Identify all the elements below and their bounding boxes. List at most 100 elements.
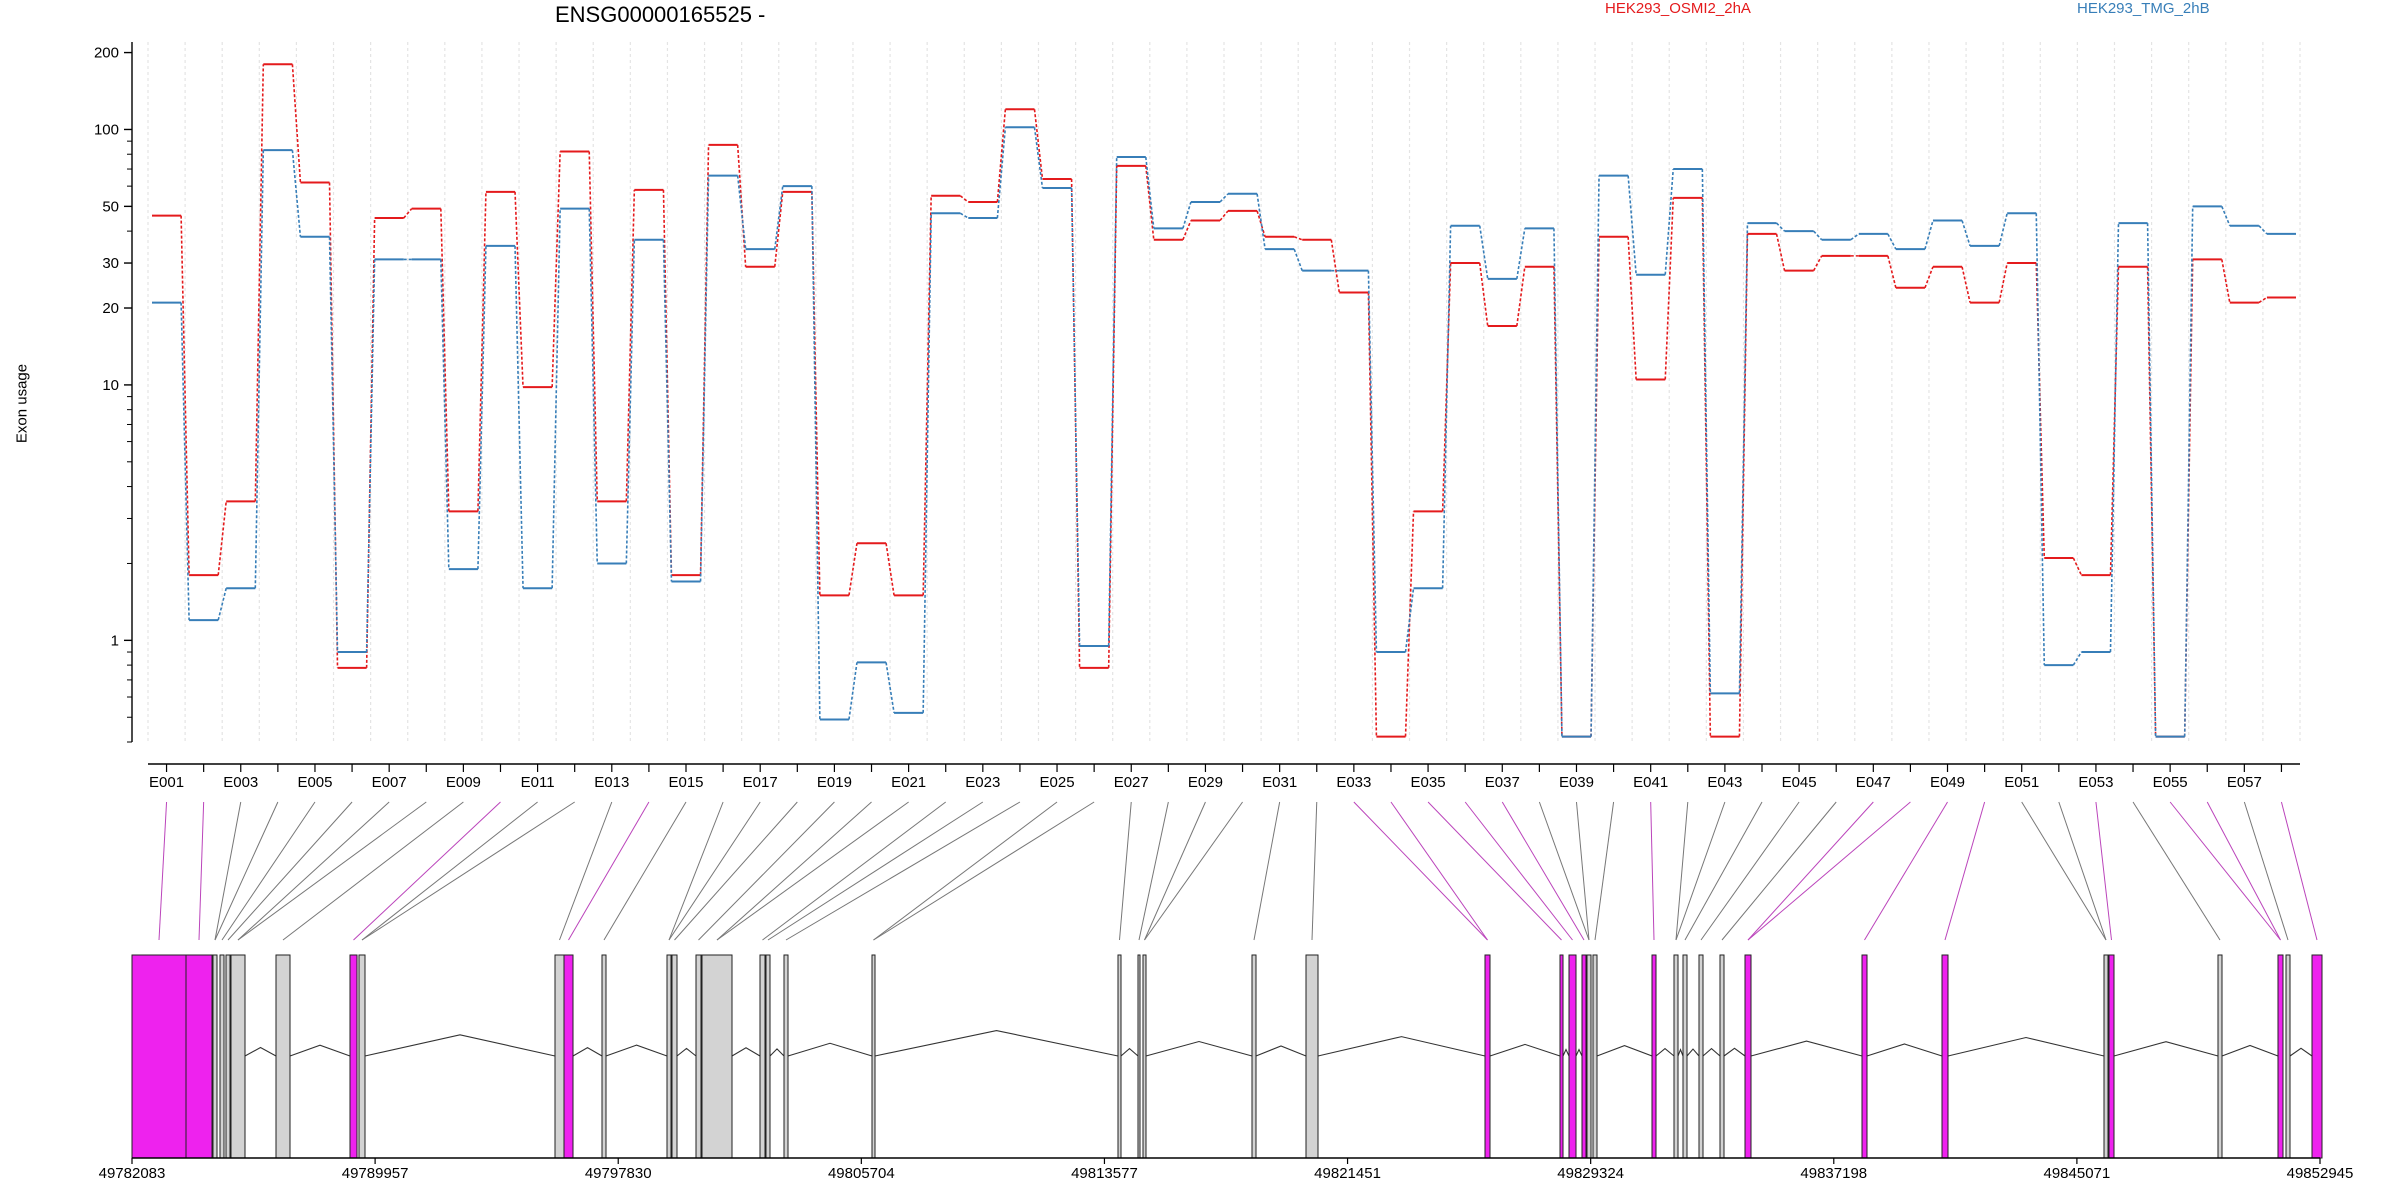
exon-connector-E018 [674, 801, 798, 941]
exon-connector-E036 [1464, 801, 1573, 941]
exon-connector-E052 [2058, 801, 2107, 941]
exon-connector-E035 [1427, 801, 1562, 941]
x-tick-label: E031 [1262, 774, 1297, 791]
genomic-coord-label: 49852945 [2287, 1165, 2354, 1182]
genomic-coord-label: 49821451 [1314, 1165, 1381, 1182]
y-tick-label: 200 [94, 45, 119, 62]
exon-box [1559, 954, 1564, 1159]
exon-connector-E057 [2243, 801, 2289, 941]
series-connector-0 [180, 64, 2268, 737]
exon-connector-E030 [1144, 801, 1243, 941]
intron-lines [244, 1029, 2313, 1057]
exon-connector-E032 [1311, 801, 1318, 941]
exon-connector-E051 [2021, 801, 2107, 941]
legend-item-osmi2: HEK293_OSMI2_2hA [1605, 0, 1751, 17]
exon-box [1744, 954, 1752, 1159]
exon-box [695, 954, 702, 1159]
x-tick-label: E021 [891, 774, 926, 791]
exon-box [1484, 954, 1491, 1159]
x-tick-label: E043 [1707, 774, 1742, 791]
chart-title: ENSG00000165525 - [555, 2, 766, 27]
exon-connector-E043 [1675, 801, 1726, 941]
x-tick-label: E017 [743, 774, 778, 791]
genomic-coord-label: 49829324 [1557, 1165, 1624, 1182]
x-tick-label: E027 [1114, 774, 1149, 791]
exon-box [1719, 954, 1725, 1159]
exon-box [349, 954, 358, 1159]
exon-connector-E006 [227, 801, 353, 941]
exon-connector-E058 [2280, 801, 2318, 941]
x-tick-label: E007 [372, 774, 407, 791]
exon-box [765, 954, 771, 1159]
exon-connector-E022 [762, 801, 947, 941]
exon-box [1142, 954, 1147, 1159]
exon-connector-E009 [282, 801, 464, 941]
exon-box [1581, 954, 1587, 1159]
exon-connector-E014 [568, 801, 650, 941]
exon-box [2217, 954, 2223, 1159]
y-tick-label: 30 [102, 255, 119, 272]
x-tick-label: E029 [1188, 774, 1223, 791]
x-tick-label: E045 [1782, 774, 1817, 791]
exon-box [2103, 954, 2109, 1159]
exon-connector-E044 [1684, 801, 1763, 941]
genomic-coord-label: 49805704 [828, 1165, 895, 1182]
exon-box [131, 954, 187, 1159]
exon-connector-E017 [668, 801, 761, 941]
exon-box [2108, 954, 2115, 1159]
x-tick-label: E025 [1040, 774, 1075, 791]
exon-connector-E019 [698, 801, 835, 941]
exon-connector-E026 [873, 801, 1095, 941]
exon-box [219, 954, 225, 1159]
exon-connector-E038 [1538, 801, 1590, 941]
x-tick-label: E033 [1336, 774, 1371, 791]
x-tick-label: E035 [1411, 774, 1446, 791]
exon-connector-E024 [785, 801, 1021, 941]
exon-box [2285, 954, 2291, 1159]
exon-connector-E012 [361, 801, 575, 941]
genomic-coord-label: 49813577 [1071, 1165, 1138, 1182]
exon-box [563, 954, 574, 1159]
exon-connector-E004 [214, 801, 279, 941]
exon-box [1117, 954, 1122, 1159]
exon-box [1673, 954, 1679, 1159]
exon-connector-E046 [1721, 801, 1837, 941]
exon-connector-E045 [1700, 801, 1800, 941]
exon-box [1651, 954, 1657, 1159]
genomic-coord-label: 49837198 [1800, 1165, 1867, 1182]
exon-connector-E015 [603, 801, 687, 941]
exon-connector-E025 [873, 801, 1058, 941]
exon-connector-E054 [2132, 801, 2221, 941]
exon-connector-E008 [237, 801, 427, 941]
y-tick-label: 20 [102, 300, 119, 317]
legend-item-tmg: HEK293_TMG_2hB [2077, 0, 2210, 17]
exon-connector-E003 [214, 801, 242, 941]
genomic-coord-label: 49797830 [585, 1165, 652, 1182]
exon-connector-E029 [1144, 801, 1206, 941]
x-tick-label: E053 [2078, 774, 2113, 791]
x-tick-label: E041 [1633, 774, 1668, 791]
exon-box [1251, 954, 1257, 1159]
y-axis-label: Exon usage [13, 363, 31, 444]
exon-box [1592, 954, 1598, 1159]
exon-connector-E011 [361, 801, 538, 941]
exon-box [230, 954, 246, 1159]
x-tick-label: E051 [2004, 774, 2039, 791]
x-tick-label: E057 [2227, 774, 2262, 791]
y-tick-label: 100 [94, 121, 119, 138]
x-tick-label: E023 [965, 774, 1000, 791]
exon-connector-E039 [1575, 801, 1590, 941]
exon-box [225, 954, 231, 1159]
exon-box [871, 954, 876, 1159]
exon-box [1698, 954, 1704, 1159]
exon-connector-E053 [2095, 801, 2112, 941]
exon-box [275, 954, 291, 1159]
exon-box [1305, 954, 1319, 1159]
x-tick-label: E009 [446, 774, 481, 791]
x-tick-label: E047 [1856, 774, 1891, 791]
exon-connector-E016 [668, 801, 724, 941]
exon-box [185, 954, 213, 1159]
x-tick-label: E019 [817, 774, 852, 791]
